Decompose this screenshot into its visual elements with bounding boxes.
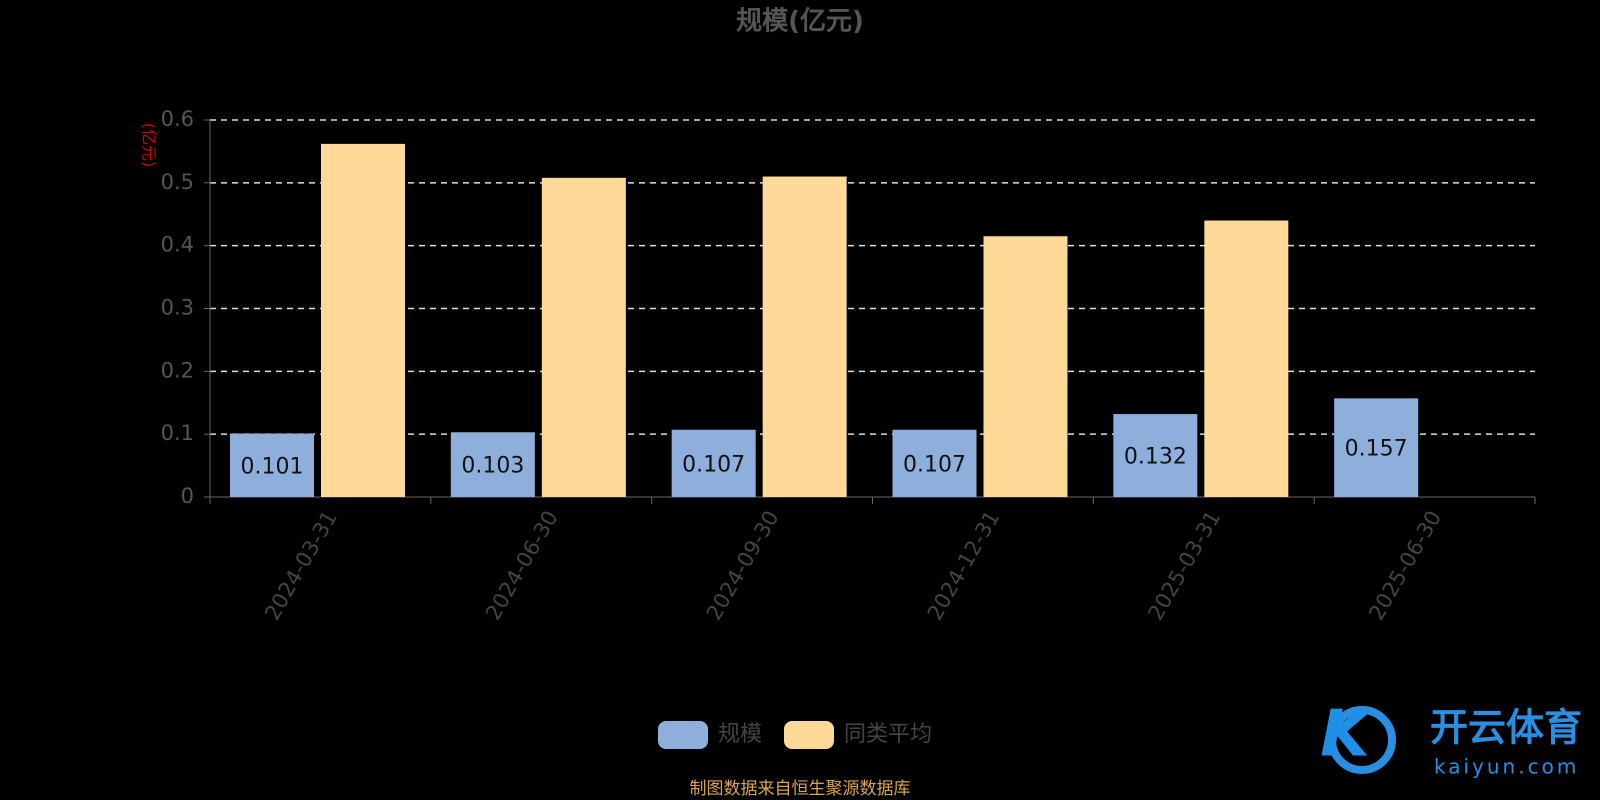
logo-ring [1328, 706, 1396, 774]
y-tick-label: 0.2 [161, 358, 194, 382]
chart-title: 规模(亿元) [736, 7, 864, 37]
bar [450, 432, 535, 497]
bar [892, 429, 977, 497]
value-label: 0.107 [682, 452, 745, 477]
value-label: 0.103 [461, 454, 524, 479]
logo-k: K [1320, 698, 1374, 772]
value-label: 0.107 [903, 452, 966, 477]
bar [671, 429, 756, 497]
value-label: 0.157 [1345, 437, 1408, 462]
legend-label: 同类平均 [844, 722, 932, 747]
watermark-brand: 开云体育 [1430, 706, 1582, 750]
y-tick-label: 0.5 [161, 170, 194, 194]
bar [762, 176, 847, 498]
value-label: 0.101 [241, 454, 304, 479]
watermark: K 开云体育 kaiyun.com [1320, 698, 1582, 779]
y-tick-label: 0.4 [161, 233, 194, 257]
bar [1204, 220, 1289, 498]
y-tick-label: 0.1 [161, 421, 194, 445]
bar [1113, 414, 1198, 497]
y-tick-label: 0 [181, 484, 194, 508]
y-tick-label: 0.6 [161, 107, 194, 131]
y-tick-label: 0.3 [161, 296, 194, 320]
bar [541, 177, 626, 497]
watermark-url: kaiyun.com [1434, 755, 1579, 779]
legend-swatch [658, 721, 708, 749]
value-label: 0.132 [1124, 445, 1187, 470]
source-note: 制图数据来自恒生聚源数据库 [690, 779, 911, 799]
bar [1334, 398, 1419, 497]
legend-label: 规模 [718, 722, 762, 747]
bar [230, 433, 314, 497]
bar [983, 236, 1068, 497]
bar [321, 143, 405, 498]
legend-swatch [784, 721, 835, 749]
y-axis-label: (亿元) [140, 123, 159, 168]
